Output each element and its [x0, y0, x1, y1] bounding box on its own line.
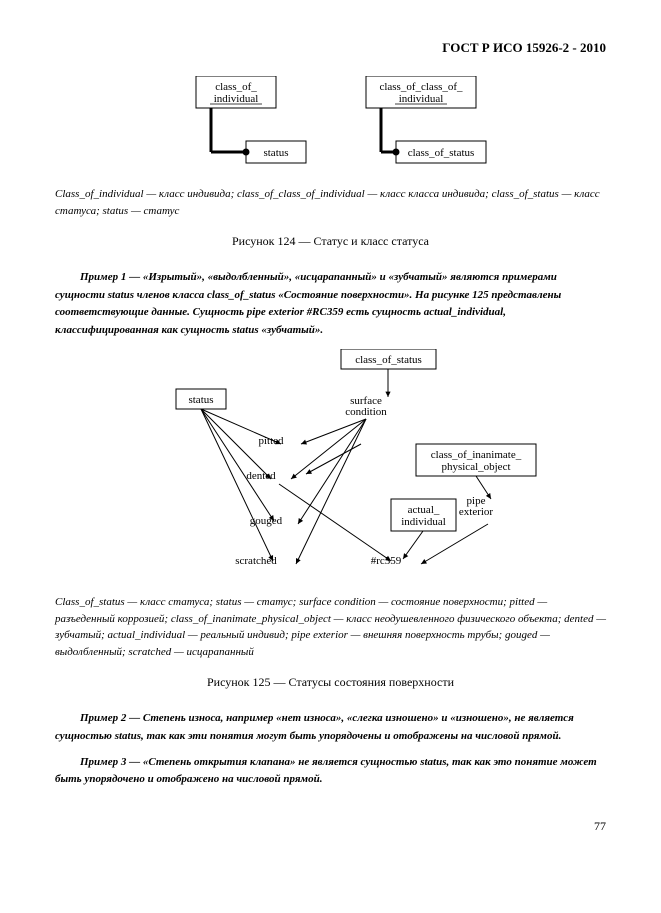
caption-124: Рисунок 124 — Статус и класс статуса	[55, 234, 606, 249]
svg-text:scratched: scratched	[235, 555, 277, 567]
svg-text:individual: individual	[401, 516, 446, 528]
diagram-124: class_of_individualstatusclass_of_class_…	[96, 76, 566, 176]
svg-text:actual_: actual_	[407, 504, 439, 516]
legend-125: Class_of_status — класс статуса; status …	[55, 594, 606, 660]
svg-text:condition: condition	[345, 406, 387, 418]
svg-text:individual: individual	[398, 93, 443, 105]
svg-text:class_of_status: class_of_status	[407, 147, 474, 159]
example-1: Пример 1 — «Изрытый», «выдолбленный», «и…	[55, 269, 606, 339]
svg-text:class_of_class_of_: class_of_class_of_	[379, 81, 463, 93]
svg-text:exterior: exterior	[458, 506, 493, 518]
page-number: 77	[55, 819, 606, 834]
caption-125: Рисунок 125 — Статусы состояния поверхно…	[55, 675, 606, 690]
svg-text:physical_object: physical_object	[441, 461, 510, 473]
svg-text:status: status	[263, 147, 288, 159]
example-3: Пример 3 — «Степень открытия клапана» не…	[55, 754, 606, 789]
svg-text:gouged: gouged	[249, 515, 282, 527]
legend-124: Class_of_individual — класс индивида; cl…	[55, 186, 606, 219]
diagram-125: class_of_statusstatus class_of_inanimate_…	[91, 349, 571, 584]
svg-text:class_of_: class_of_	[215, 81, 257, 93]
svg-text:individual: individual	[213, 93, 258, 105]
svg-text:status: status	[188, 394, 213, 406]
svg-text:pitted: pitted	[258, 435, 284, 447]
svg-text:dented: dented	[246, 470, 276, 482]
svg-text:#rc359: #rc359	[370, 555, 401, 567]
example-2: Пример 2 — Степень износа, например «нет…	[55, 710, 606, 745]
doc-header: ГОСТ Р ИСО 15926-2 - 2010	[55, 40, 606, 56]
svg-text:class_of_inanimate_: class_of_inanimate_	[430, 449, 521, 461]
svg-text:class_of_status: class_of_status	[355, 354, 422, 366]
